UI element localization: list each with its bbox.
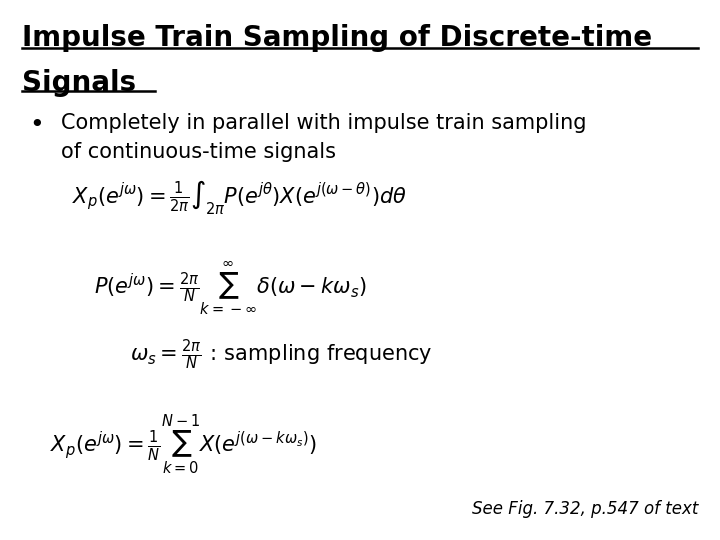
Text: $X_p\left(e^{j\omega}\right)= \frac{1}{2\pi}\int_{2\pi} P\left(e^{j\theta}\right: $X_p\left(e^{j\omega}\right)= \frac{1}{2… xyxy=(72,178,407,217)
Text: Impulse Train Sampling of Discrete-time: Impulse Train Sampling of Discrete-time xyxy=(22,24,652,52)
Text: Signals: Signals xyxy=(22,69,136,97)
Text: $\omega_s = \frac{2\pi}{N}\,:\,\mathrm{sampling\ frequency}$: $\omega_s = \frac{2\pi}{N}\,:\,\mathrm{s… xyxy=(130,338,432,372)
Text: $X_p\left(e^{j\omega}\right)= \frac{1}{N}\sum_{k=0}^{N-1}X\left(e^{j(\omega-k\om: $X_p\left(e^{j\omega}\right)= \frac{1}{N… xyxy=(50,413,317,476)
Text: $P\left(e^{j\omega}\right)= \frac{2\pi}{N}\sum_{k=-\infty}^{\infty}\delta\left(\: $P\left(e^{j\omega}\right)= \frac{2\pi}{… xyxy=(94,259,366,317)
Text: See Fig. 7.32, p.547 of text: See Fig. 7.32, p.547 of text xyxy=(472,501,698,518)
Text: •: • xyxy=(29,113,43,137)
Text: Completely in parallel with impulse train sampling: Completely in parallel with impulse trai… xyxy=(61,113,587,133)
Text: of continuous-time signals: of continuous-time signals xyxy=(61,142,336,162)
